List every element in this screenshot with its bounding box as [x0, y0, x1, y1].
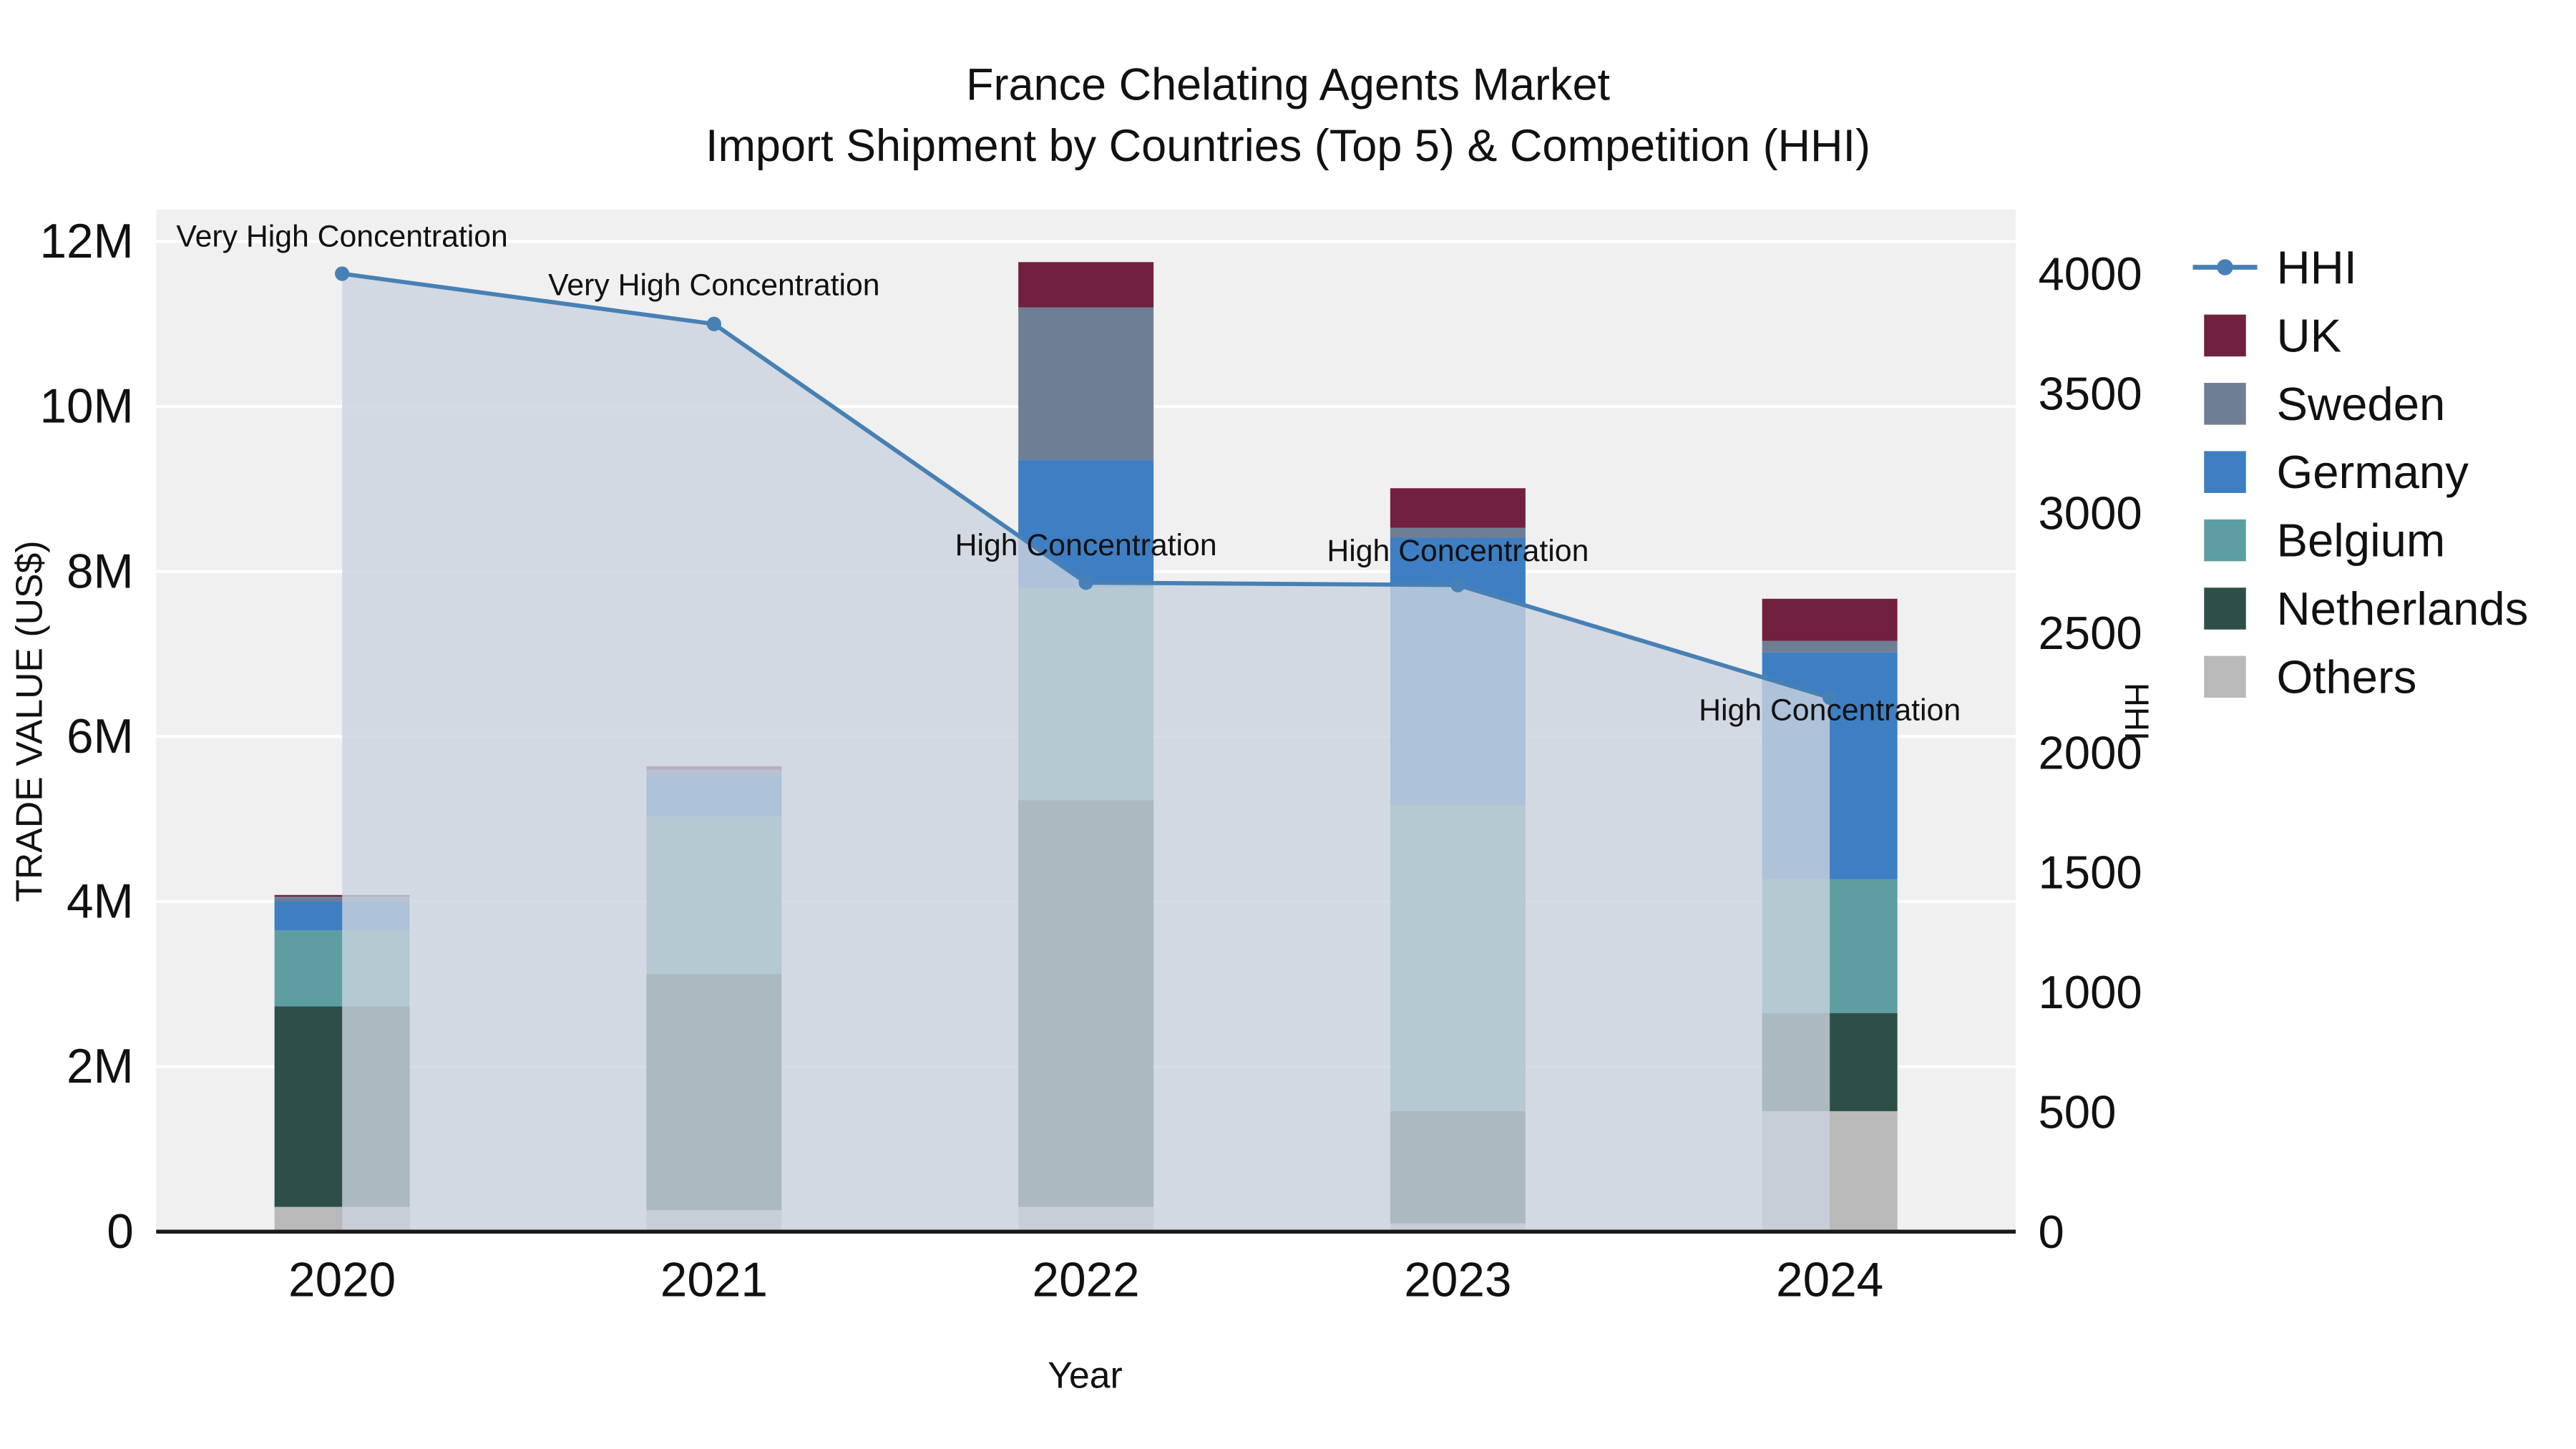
x-tick-2024: 2024	[1776, 1253, 1883, 1307]
hhi-marker-2024	[1823, 690, 1838, 706]
y-right-tick-3500: 3500	[2039, 367, 2142, 419]
bar-segment-uk-2022	[1018, 262, 1154, 308]
legend-label-sweden: Sweden	[2277, 378, 2446, 430]
bar-segment-uk-2024	[1762, 598, 1898, 641]
y-right-tick-2000: 2000	[2039, 726, 2142, 779]
legend-swatch-icon	[2204, 519, 2246, 562]
annotations-layer: Very High Concentration Very High Concent…	[176, 219, 1961, 727]
legend-item-hhi[interactable]: HHI	[2192, 241, 2357, 293]
legend-line-dot-icon	[2217, 259, 2233, 275]
legend-label-netherlands: Netherlands	[2277, 582, 2529, 635]
hhi-area-fill	[342, 273, 1830, 1232]
x-tick-2020: 2020	[288, 1253, 396, 1307]
y-right-tick-1500: 1500	[2039, 847, 2142, 899]
legend-item-netherlands[interactable]: Netherlands	[2204, 582, 2528, 635]
bar-segment-sweden-2022	[1018, 307, 1154, 461]
x-tick-2021: 2021	[660, 1253, 768, 1307]
annotation-2020: Very High Concentration	[176, 219, 507, 253]
y-left-tick-10M: 10M	[39, 380, 133, 434]
legend-swatch-icon	[2204, 587, 2246, 630]
hhi-marker-2023	[1450, 577, 1465, 592]
bar-segment-sweden-2024	[1762, 640, 1898, 653]
legend-label-hhi: HHI	[2277, 241, 2357, 293]
y-left-tick-8M: 8M	[67, 545, 134, 598]
y-right-tick-2500: 2500	[2039, 607, 2142, 659]
legend-item-germany[interactable]: Germany	[2204, 446, 2469, 498]
hhi-marker-2020	[335, 266, 350, 281]
hhi-marker-2022	[1078, 575, 1093, 590]
hhi-marker-2021	[706, 316, 721, 331]
hhi-layer	[156, 266, 2016, 1234]
x-axis-title: Year	[1048, 1355, 1123, 1396]
bar-segment-uk-2023	[1390, 488, 1526, 528]
y-right-tick-0: 0	[2039, 1206, 2064, 1258]
y-left-tick-0: 0	[107, 1205, 134, 1259]
legend-label-germany: Germany	[2277, 446, 2469, 498]
y-left-tick-4M: 4M	[67, 875, 134, 929]
chart-subtitle: Import Shipment by Countries (Top 5) & C…	[706, 121, 1870, 171]
legend: HHI UK Sweden Germany Belgium Netherlands Othe…	[2192, 241, 2528, 703]
ticks-layer: 0 2M 4M 6M 8M 10M 12M 0 500 1000 1500 2000 2500 3000 3…	[39, 215, 2142, 1307]
legend-item-belgium[interactable]: Belgium	[2204, 514, 2445, 567]
annotation-2021: Very High Concentration	[548, 268, 879, 302]
bar-segment-sweden-2023	[1390, 527, 1526, 538]
legend-swatch-icon	[2204, 314, 2246, 357]
x-tick-2022: 2022	[1033, 1253, 1140, 1307]
y-left-tick-6M: 6M	[67, 710, 134, 763]
legend-item-sweden[interactable]: Sweden	[2204, 378, 2445, 430]
annotation-2023: High Concentration	[1327, 534, 1589, 568]
y-right-tick-4000: 4000	[2039, 248, 2142, 300]
legend-item-others[interactable]: Others	[2204, 650, 2416, 703]
legend-label-others: Others	[2277, 650, 2417, 703]
legend-swatch-icon	[2204, 655, 2246, 698]
chart-title: France Chelating Agents Market	[966, 60, 1610, 110]
y-left-tick-12M: 12M	[39, 215, 133, 268]
y-right-axis-title: HHI	[2117, 683, 2155, 741]
legend-label-uk: UK	[2277, 309, 2342, 361]
annotation-2024: High Concentration	[1699, 693, 1961, 727]
y-left-tick-2M: 2M	[67, 1040, 134, 1093]
y-left-axis-title: TRADE VALUE (US$)	[8, 540, 49, 902]
legend-item-uk[interactable]: UK	[2204, 309, 2341, 361]
annotation-2022: High Concentration	[955, 528, 1217, 562]
x-tick-2023: 2023	[1404, 1253, 1511, 1307]
y-right-tick-1000: 1000	[2039, 966, 2142, 1018]
legend-swatch-icon	[2204, 451, 2246, 493]
y-right-tick-3000: 3000	[2039, 487, 2142, 540]
y-right-tick-500: 500	[2039, 1085, 2117, 1138]
legend-swatch-icon	[2204, 383, 2246, 425]
legend-layer: HHI UK Sweden Germany Belgium Netherlands Othe…	[2192, 241, 2528, 703]
legend-label-belgium: Belgium	[2277, 514, 2446, 567]
